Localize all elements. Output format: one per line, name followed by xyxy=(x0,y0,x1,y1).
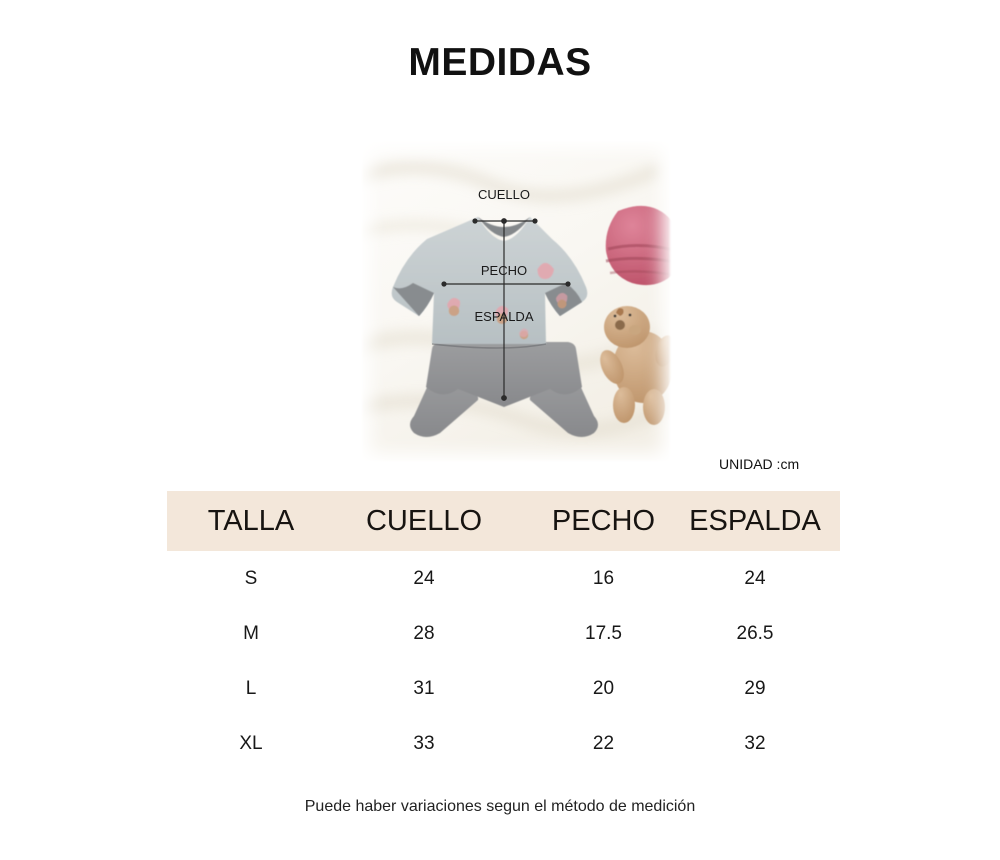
svg-text:ESPALDA: ESPALDA xyxy=(474,309,533,324)
svg-text:PECHO: PECHO xyxy=(481,263,527,278)
svg-text:CUELLO: CUELLO xyxy=(478,187,530,202)
